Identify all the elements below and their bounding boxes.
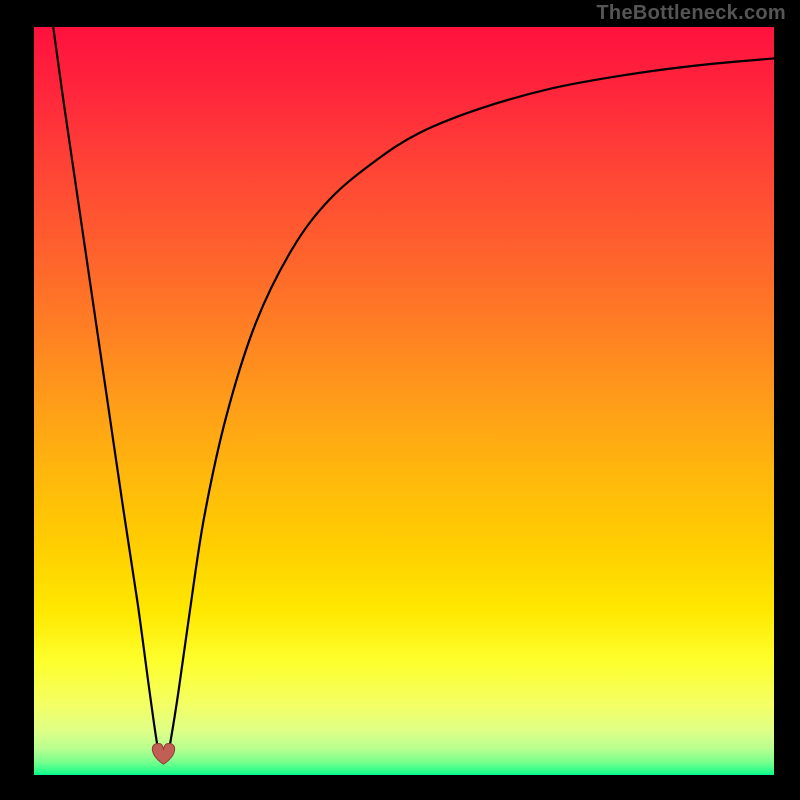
- chart-svg: [34, 27, 774, 775]
- plot-area: [34, 27, 774, 775]
- watermark-text: TheBottleneck.com: [596, 2, 786, 25]
- image-root: TheBottleneck.com: [0, 0, 800, 800]
